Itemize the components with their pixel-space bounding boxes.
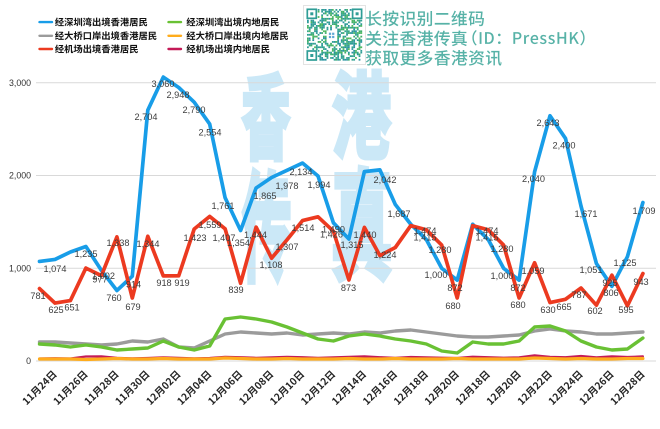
svg-text:2,134: 2,134 [290,167,313,177]
svg-text:651: 651 [64,303,79,313]
svg-text:781: 781 [30,291,45,301]
svg-text:1,000: 1,000 [425,270,448,280]
svg-text:3,000: 3,000 [9,78,31,88]
svg-text:1,474: 1,474 [414,226,437,236]
svg-text:2,400: 2,400 [553,141,576,151]
svg-text:1,559: 1,559 [199,220,222,230]
svg-text:943: 943 [633,277,648,287]
svg-text:914: 914 [126,280,141,290]
svg-text:1,671: 1,671 [575,209,598,219]
svg-text:0: 0 [26,356,31,366]
svg-text:1,280: 1,280 [491,244,514,254]
svg-text:1,865: 1,865 [254,191,277,201]
svg-text:872: 872 [447,283,462,293]
svg-text:1,338: 1,338 [107,238,130,248]
svg-text:595: 595 [618,305,633,315]
svg-text:1,002: 1,002 [92,271,115,281]
svg-text:1,108: 1,108 [260,260,283,270]
svg-text:2,040: 2,040 [522,174,545,184]
svg-text:977: 977 [92,275,107,285]
svg-text:1,407: 1,407 [213,233,236,243]
svg-text:787: 787 [571,290,586,300]
svg-text:680: 680 [445,301,460,311]
svg-text:1,280: 1,280 [429,245,452,255]
svg-text:1,687: 1,687 [388,209,411,219]
svg-text:919: 919 [174,278,189,288]
svg-text:806: 806 [603,288,618,298]
svg-text:1,125: 1,125 [614,258,637,268]
svg-text:625: 625 [48,305,63,315]
svg-text:1,474: 1,474 [476,226,499,236]
svg-text:1,315: 1,315 [341,240,364,250]
svg-text:839: 839 [228,285,243,295]
svg-text:1,074: 1,074 [44,264,67,274]
svg-text:872: 872 [510,283,525,293]
svg-text:2,554: 2,554 [199,128,222,138]
svg-text:2,643: 2,643 [537,118,560,128]
svg-text:1,423: 1,423 [184,233,207,243]
svg-text:602: 602 [587,306,602,316]
svg-text:630: 630 [540,305,555,315]
svg-text:2,704: 2,704 [135,112,158,122]
svg-text:1,709: 1,709 [633,206,656,216]
svg-text:2,948: 2,948 [167,90,190,100]
svg-text:665: 665 [556,302,571,312]
svg-text:1,224: 1,224 [374,250,397,260]
svg-text:1,051: 1,051 [580,265,603,275]
svg-text:1,440: 1,440 [354,230,377,240]
svg-text:760: 760 [106,293,121,303]
svg-text:873: 873 [341,283,356,293]
svg-text:1,415: 1,415 [414,233,437,243]
svg-text:1,514: 1,514 [292,223,315,233]
svg-text:1,426: 1,426 [320,230,343,240]
svg-text:1,490: 1,490 [322,225,345,235]
svg-text:1,761: 1,761 [212,201,235,211]
svg-text:2,000: 2,000 [9,171,31,181]
svg-text:3,060: 3,060 [152,79,175,89]
svg-text:918: 918 [156,278,171,288]
svg-text:1,354: 1,354 [227,238,250,248]
svg-text:1,344: 1,344 [137,239,160,249]
svg-text:1,444: 1,444 [244,230,267,240]
svg-text:1,978: 1,978 [276,181,299,191]
svg-text:1,994: 1,994 [308,180,331,190]
svg-text:1,307: 1,307 [276,242,299,252]
svg-text:679: 679 [125,302,140,312]
svg-text:1,000: 1,000 [491,271,514,281]
svg-text:680: 680 [510,300,525,310]
svg-text:2,790: 2,790 [183,105,206,115]
svg-text:925: 925 [602,278,617,288]
svg-text:1,235: 1,235 [75,249,98,259]
svg-text:1,059: 1,059 [522,266,545,276]
svg-text:1,415: 1,415 [476,233,499,243]
svg-text:2,042: 2,042 [374,175,397,185]
svg-text:1,000: 1,000 [9,264,31,274]
